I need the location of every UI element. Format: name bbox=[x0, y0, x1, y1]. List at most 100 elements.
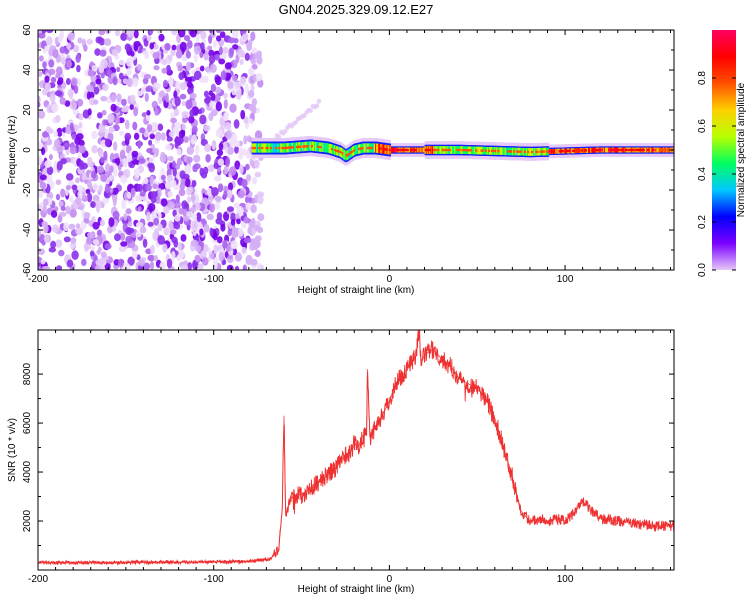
noise-speck bbox=[207, 165, 215, 172]
noise-speck bbox=[216, 35, 222, 42]
band-core bbox=[437, 148, 440, 152]
noise-speck bbox=[51, 103, 59, 113]
noise-speck bbox=[131, 159, 140, 165]
band-core bbox=[654, 148, 657, 152]
band-core bbox=[444, 148, 447, 152]
noise-speck bbox=[45, 36, 53, 46]
band-core bbox=[414, 148, 417, 152]
noise-speck bbox=[67, 32, 75, 42]
noise-speck bbox=[39, 55, 44, 62]
band-core bbox=[580, 149, 583, 152]
noise-speck bbox=[98, 184, 103, 193]
noise-speck bbox=[108, 126, 115, 134]
noise-speck bbox=[175, 121, 181, 130]
noise-speck bbox=[116, 66, 121, 73]
figure-title: GN04.2025.329.09.12.E27 bbox=[279, 2, 434, 17]
noise-speck bbox=[181, 117, 188, 124]
noise-speck bbox=[76, 133, 84, 141]
noise-speck bbox=[145, 86, 151, 92]
noise-speck bbox=[105, 163, 111, 173]
noise-speck bbox=[120, 241, 128, 247]
noise-speck bbox=[122, 78, 128, 85]
noise-speck bbox=[112, 197, 117, 207]
noise-speck bbox=[44, 75, 50, 83]
band-core bbox=[402, 148, 405, 152]
noise-speck bbox=[98, 30, 106, 36]
noise-speck bbox=[142, 238, 148, 248]
noise-speck bbox=[222, 239, 228, 249]
noise-speck bbox=[91, 145, 98, 154]
band-core bbox=[433, 148, 436, 152]
colorbar-ticks: 0.0 0.2 0.4 0.6 0.8 bbox=[697, 71, 736, 277]
noise-speck bbox=[257, 226, 264, 234]
noise-speck bbox=[71, 99, 76, 108]
noise-speck bbox=[235, 90, 242, 100]
noise-speck bbox=[69, 122, 74, 132]
colorbar-gradient bbox=[712, 30, 736, 270]
noise-speck bbox=[254, 171, 262, 178]
noise-speck bbox=[114, 115, 121, 126]
noise-speck bbox=[186, 146, 194, 155]
band-core bbox=[310, 144, 313, 148]
noise-speck bbox=[147, 254, 155, 262]
noise-speck bbox=[118, 258, 124, 268]
noise-speck bbox=[111, 187, 119, 195]
band-core bbox=[317, 145, 320, 148]
noise-speck bbox=[95, 78, 102, 85]
noise-speck bbox=[199, 228, 204, 236]
noise-speck bbox=[193, 70, 202, 81]
noise-speck bbox=[121, 98, 127, 106]
y-tick-label: 6000 bbox=[22, 412, 33, 435]
noise-speck bbox=[227, 146, 234, 155]
noise-speck bbox=[239, 164, 244, 175]
noise-speck bbox=[197, 263, 204, 270]
noise-speck bbox=[167, 191, 174, 198]
spectrogram-x-ticks: -200 -100 0 100 bbox=[28, 30, 671, 285]
noise-speck bbox=[232, 227, 239, 237]
noise-speck bbox=[119, 232, 126, 241]
noise-speck bbox=[159, 261, 166, 270]
noise-speck bbox=[191, 180, 197, 187]
band-core bbox=[461, 148, 464, 152]
noise-speck bbox=[92, 221, 100, 230]
band-core bbox=[642, 148, 645, 152]
noise-speck bbox=[240, 109, 246, 120]
band-core bbox=[627, 148, 630, 152]
noise-speck bbox=[220, 223, 226, 232]
noise-speck bbox=[71, 77, 78, 87]
noise-speck bbox=[172, 209, 177, 217]
band-core bbox=[350, 150, 353, 154]
noise-speck bbox=[217, 183, 224, 193]
noise-speck bbox=[38, 248, 45, 255]
noise-speck bbox=[192, 164, 198, 173]
noise-speck bbox=[189, 109, 195, 118]
noise-speck bbox=[59, 46, 66, 54]
noise-speck bbox=[224, 62, 232, 70]
noise-speck bbox=[38, 71, 43, 77]
band-core bbox=[584, 149, 588, 152]
noise-speck bbox=[230, 212, 237, 222]
noise-speck bbox=[93, 86, 100, 95]
noise-speck bbox=[215, 101, 222, 112]
noise-speck bbox=[203, 244, 209, 253]
streak-speck bbox=[308, 108, 313, 113]
noise-speck bbox=[173, 221, 181, 230]
noise-speck bbox=[59, 97, 66, 105]
spectrogram-x-label: Height of straight line (km) bbox=[298, 285, 415, 296]
band-core bbox=[647, 148, 650, 152]
noise-speck bbox=[232, 44, 239, 50]
noise-speck bbox=[191, 134, 197, 144]
noise-speck bbox=[122, 105, 130, 111]
band-core bbox=[302, 145, 305, 148]
y-tick-label: -60 bbox=[22, 262, 33, 277]
noise-speck bbox=[126, 191, 132, 199]
y-tick-label: 8000 bbox=[22, 363, 33, 386]
noise-speck bbox=[241, 246, 247, 255]
noise-speck bbox=[168, 79, 174, 87]
noise-speck bbox=[139, 191, 146, 197]
noise-speck bbox=[229, 103, 237, 113]
noise-speck bbox=[193, 52, 198, 63]
y-tick-label: 2000 bbox=[22, 509, 33, 532]
noise-speck bbox=[251, 63, 258, 70]
noise-speck bbox=[179, 252, 185, 258]
